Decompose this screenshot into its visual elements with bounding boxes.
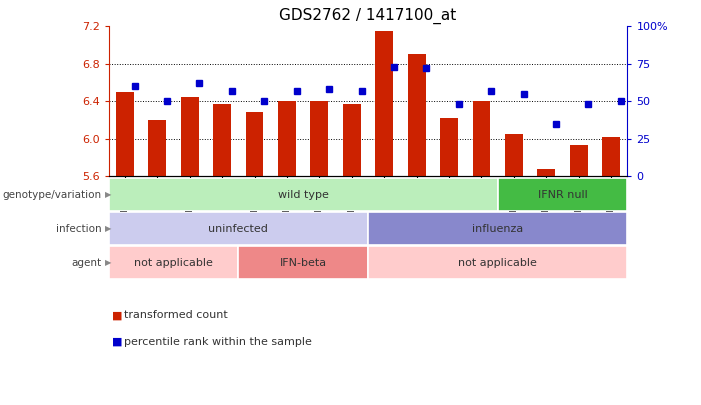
Text: ■: ■ (112, 311, 126, 320)
Text: influenza: influenza (472, 224, 524, 234)
Bar (505, 134, 523, 176)
Bar (238, 246, 368, 279)
Bar (375, 31, 393, 176)
Bar (149, 120, 166, 176)
Text: IFN-beta: IFN-beta (280, 258, 327, 268)
Bar (245, 113, 264, 176)
Text: wild type: wild type (278, 190, 329, 200)
Text: ▶: ▶ (105, 224, 111, 233)
Bar (343, 104, 361, 176)
Bar (408, 54, 426, 176)
Text: infection: infection (56, 224, 102, 234)
Text: genotype/variation: genotype/variation (3, 190, 102, 200)
Text: ▶: ▶ (105, 190, 111, 199)
Text: transformed count: transformed count (124, 311, 228, 320)
Bar (368, 212, 627, 245)
Bar (213, 104, 231, 176)
Text: agent: agent (72, 258, 102, 268)
Title: GDS2762 / 1417100_at: GDS2762 / 1417100_at (280, 7, 456, 23)
Bar (278, 101, 296, 176)
Bar (109, 212, 368, 245)
Text: not applicable: not applicable (458, 258, 537, 268)
Bar (109, 178, 498, 211)
Text: not applicable: not applicable (134, 258, 213, 268)
Bar (181, 96, 198, 176)
Bar (440, 118, 458, 176)
Text: ▶: ▶ (105, 258, 111, 267)
Bar (109, 246, 238, 279)
Text: uninfected: uninfected (208, 224, 268, 234)
Text: ■: ■ (112, 337, 126, 347)
Text: percentile rank within the sample: percentile rank within the sample (124, 337, 312, 347)
Bar (538, 168, 555, 176)
Bar (570, 145, 587, 176)
Bar (602, 137, 620, 176)
Bar (116, 92, 134, 176)
Text: IFNR null: IFNR null (538, 190, 587, 200)
Bar (472, 101, 491, 176)
Bar (368, 246, 627, 279)
Bar (311, 101, 328, 176)
Bar (498, 178, 627, 211)
